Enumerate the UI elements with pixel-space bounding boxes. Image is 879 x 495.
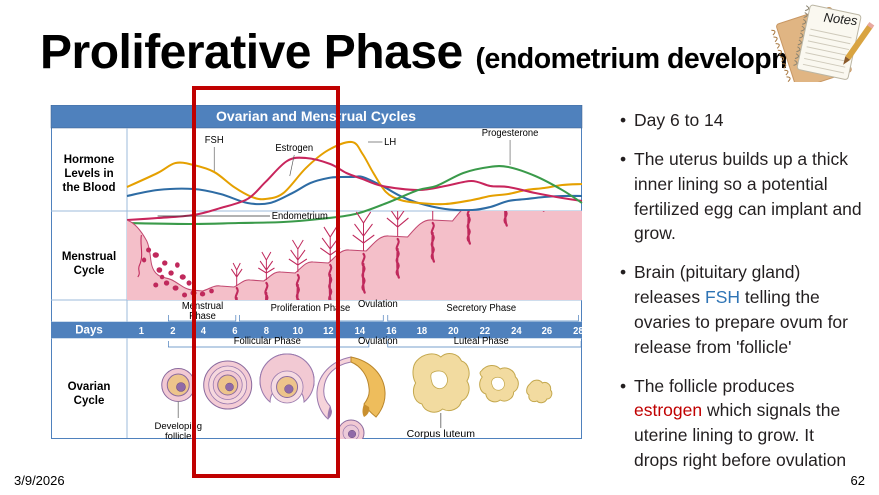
svg-text:24: 24 — [511, 326, 522, 338]
svg-text:Days: Days — [75, 325, 103, 337]
svg-text:28: 28 — [573, 326, 584, 338]
svg-text:26: 26 — [542, 326, 553, 338]
svg-text:LH: LH — [384, 137, 396, 149]
svg-text:Secretory Phase: Secretory Phase — [446, 303, 516, 315]
svg-text:follicle: follicle — [165, 431, 191, 439]
svg-text:Ovulation: Ovulation — [358, 336, 398, 348]
svg-text:Menstrual: Menstrual — [62, 251, 116, 263]
svg-text:the Blood: the Blood — [62, 182, 115, 194]
svg-text:Hormone: Hormone — [64, 154, 114, 166]
svg-text:2: 2 — [170, 326, 176, 338]
svg-text:Ovulation: Ovulation — [358, 299, 398, 311]
svg-text:Progesterone: Progesterone — [482, 128, 539, 140]
svg-text:Levels in: Levels in — [64, 168, 113, 180]
svg-text:Cycle: Cycle — [74, 265, 105, 277]
svg-text:18: 18 — [417, 326, 428, 338]
svg-text:1: 1 — [139, 326, 145, 338]
svg-text:Ovarian: Ovarian — [68, 381, 111, 393]
svg-text:Luteal Phase: Luteal Phase — [454, 336, 509, 348]
svg-text:Corpus luteum: Corpus luteum — [407, 428, 476, 439]
svg-text:Cycle: Cycle — [74, 395, 105, 407]
